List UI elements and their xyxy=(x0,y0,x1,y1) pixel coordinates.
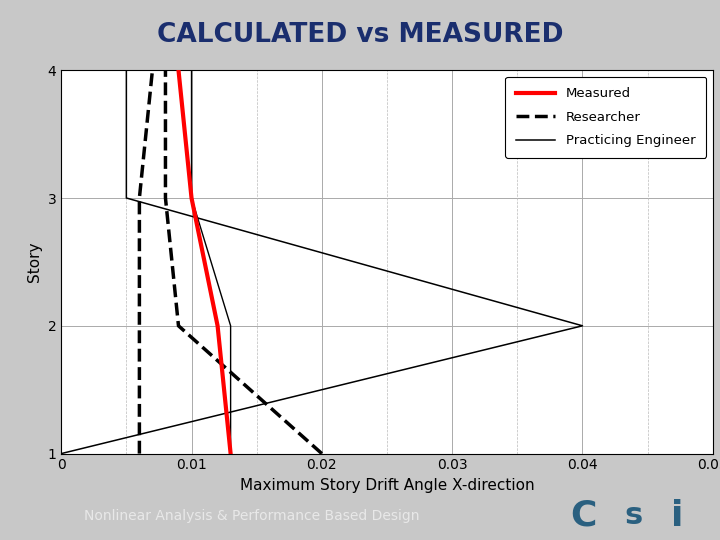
Practicing Engineer xyxy=(122,67,131,73)
Legend: Measured, Researcher, Practicing Engineer: Measured, Researcher, Practicing Enginee… xyxy=(505,77,706,158)
Researcher xyxy=(135,450,144,457)
Researcher xyxy=(135,195,144,201)
Text: CALCULATED vs MEASURED: CALCULATED vs MEASURED xyxy=(157,22,563,48)
Line: Practicing Engineer: Practicing Engineer xyxy=(61,70,582,454)
Practicing Engineer xyxy=(122,195,131,201)
Line: Researcher: Researcher xyxy=(140,70,153,454)
Text: s: s xyxy=(624,501,643,530)
Measured xyxy=(213,322,222,329)
Measured xyxy=(174,67,183,73)
Measured xyxy=(187,195,196,201)
X-axis label: Maximum Story Drift Angle X-direction: Maximum Story Drift Angle X-direction xyxy=(240,478,534,493)
Researcher xyxy=(135,322,144,329)
Y-axis label: Story: Story xyxy=(27,241,42,282)
Measured xyxy=(226,450,235,457)
Practicing Engineer xyxy=(578,322,587,329)
Text: Nonlinear Analysis & Performance Based Design: Nonlinear Analysis & Performance Based D… xyxy=(84,509,420,523)
Text: C: C xyxy=(570,499,596,532)
Line: Measured: Measured xyxy=(179,70,230,454)
Researcher xyxy=(148,67,157,73)
Practicing Engineer xyxy=(57,450,66,457)
Text: i: i xyxy=(670,499,683,532)
